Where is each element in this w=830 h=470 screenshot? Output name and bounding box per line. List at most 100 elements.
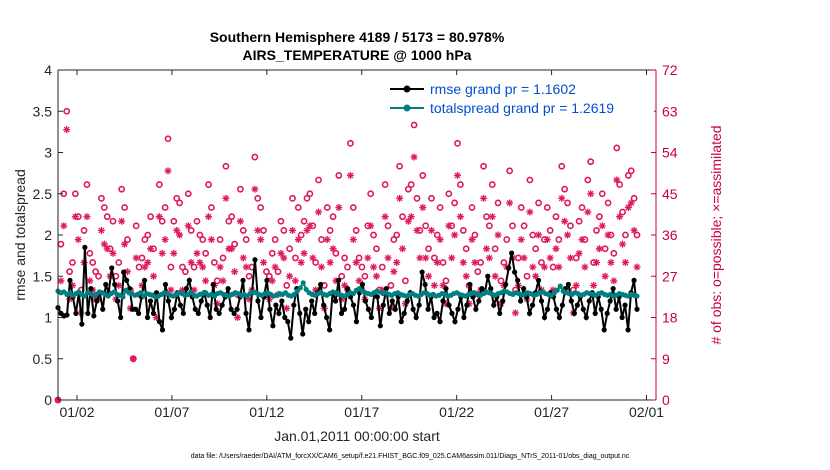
rmse-point <box>419 269 425 275</box>
obs-assimilated-point <box>323 236 331 244</box>
obs-assimilated-point <box>419 204 427 211</box>
obs-assimilated-point <box>251 185 259 193</box>
obs-assimilated-point <box>277 249 285 257</box>
obs-assimilated-point <box>410 153 418 161</box>
rmse-point <box>365 306 372 312</box>
rmse-point <box>216 310 222 316</box>
rmse-point <box>631 277 637 283</box>
obs-possible-point <box>176 199 183 207</box>
obs-assimilated-point <box>595 245 603 253</box>
obs-assimilated-point <box>57 277 65 285</box>
obs-assimilated-point <box>581 263 589 271</box>
rmse-point <box>553 306 560 312</box>
rmse-point <box>491 302 497 308</box>
obs-possible-point <box>86 249 94 257</box>
obs-assimilated-point <box>584 208 592 216</box>
rmse-point <box>321 302 327 308</box>
obs-possible-point <box>71 190 79 198</box>
obs-assimilated-point <box>118 217 126 225</box>
rmse-point <box>324 314 330 321</box>
obs-possible-point <box>480 162 487 170</box>
obs-possible-point <box>485 222 493 230</box>
rmse-point <box>350 302 357 308</box>
obs-assimilated-point <box>511 309 519 317</box>
obs-assimilated-point <box>150 272 158 280</box>
obs-assimilated-point <box>454 171 462 179</box>
obs-assimilated-point <box>555 263 563 271</box>
rmse-point <box>306 319 312 325</box>
obs-possible-point <box>390 236 398 243</box>
y-tick-right-label: 27 <box>662 268 678 284</box>
obs-possible-point <box>358 263 366 271</box>
obs-assimilated-point <box>141 263 149 271</box>
obs-assimilated-point <box>364 254 372 262</box>
obs-assimilated-point <box>280 254 288 262</box>
rmse-point <box>488 286 494 292</box>
obs-assimilated-point <box>309 254 317 262</box>
obs-assimilated-point <box>462 272 470 280</box>
obs-possible-point <box>387 282 395 289</box>
rmse-point <box>467 281 473 288</box>
obs-assimilated-point <box>451 231 459 239</box>
rmse-point <box>159 327 166 333</box>
obs-possible-point <box>283 282 291 289</box>
y-tick-right-label: 18 <box>662 310 678 326</box>
obs-assimilated-point <box>480 194 488 202</box>
obs-possible-point <box>66 268 73 276</box>
rmse-point <box>374 294 380 300</box>
rmse-point <box>195 310 201 316</box>
obs-assimilated-point <box>427 226 435 234</box>
rmse-point <box>109 265 115 271</box>
obs-possible-point <box>95 272 102 280</box>
obs-possible-point <box>404 185 412 193</box>
obs-assimilated-point <box>176 231 184 239</box>
y-tick-label: 2 <box>44 227 52 243</box>
obs-possible-point <box>132 222 140 230</box>
obs-assimilated-point <box>352 259 360 266</box>
rmse-point <box>607 298 613 304</box>
obs-assimilated-point <box>624 204 632 211</box>
rmse-point <box>353 319 360 325</box>
rmse-point <box>341 306 348 312</box>
obs-assimilated-point <box>540 263 548 271</box>
obs-assimilated-point <box>303 226 311 234</box>
obs-assimilated-point <box>535 231 543 239</box>
obs-possible-point <box>315 176 322 184</box>
rmse-point <box>422 281 428 288</box>
rmse-point <box>162 281 169 288</box>
obs-possible-point <box>624 172 632 179</box>
rmse-point <box>604 310 610 316</box>
rmse-point <box>601 327 607 333</box>
rmse-point <box>476 298 482 304</box>
rmse-point <box>225 286 231 292</box>
obs-assimilated-point <box>97 226 105 234</box>
obs-assimilated-point <box>129 355 137 363</box>
legend-box <box>384 76 654 120</box>
obs-possible-point <box>144 231 152 239</box>
obs-possible-point <box>425 245 432 253</box>
obs-assimilated-point <box>482 245 490 253</box>
obs-assimilated-point <box>202 277 210 285</box>
rmse-point <box>440 298 446 304</box>
obs-assimilated-point <box>633 263 641 271</box>
obs-assimilated-point <box>326 259 334 266</box>
obs-possible-point <box>147 213 155 221</box>
obs-assimilated-point <box>393 259 401 266</box>
legend-rmse-label: rmse grand pr = 1.1602 <box>430 81 576 97</box>
obs-assimilated-point <box>564 231 572 239</box>
obs-possible-point <box>184 190 192 198</box>
obs-assimilated-point <box>561 217 569 225</box>
obs-possible-point <box>604 199 612 207</box>
obs-assimilated-point <box>86 277 94 285</box>
obs-assimilated-point <box>433 259 441 266</box>
obs-possible-point <box>208 204 215 211</box>
rmse-point <box>332 298 339 304</box>
obs-possible-point <box>329 213 337 221</box>
obs-possible-point <box>561 185 569 193</box>
obs-possible-point <box>263 268 270 276</box>
obs-possible-point <box>459 227 467 234</box>
rmse-point <box>121 269 127 275</box>
obs-assimilated-point <box>425 272 433 280</box>
rmse-point <box>273 302 279 308</box>
